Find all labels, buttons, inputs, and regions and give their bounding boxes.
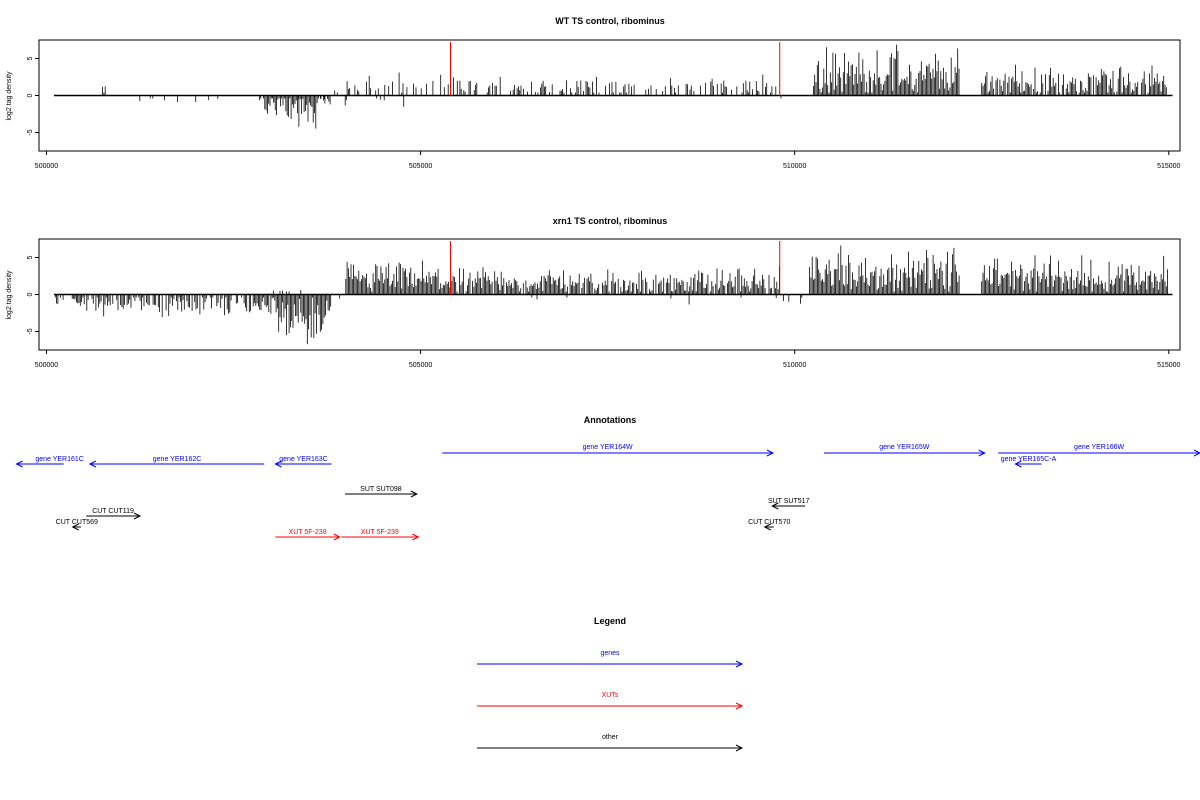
- arrow-head: [735, 744, 744, 752]
- y-tick-label: 0: [27, 292, 34, 296]
- x-tick-label: 510000: [783, 362, 806, 369]
- feature-label: gene YER163C: [279, 456, 328, 463]
- wt-red-markers: [450, 42, 781, 96]
- annotation-feature: gene YER162C: [88, 456, 265, 468]
- arrow-head: [978, 449, 986, 457]
- xrn1-red-markers: [450, 241, 781, 295]
- arrow-head: [763, 523, 771, 531]
- y-tick-label: 0: [27, 93, 34, 97]
- x-tick-label: 505000: [409, 362, 432, 369]
- annotation-feature: CUT CUT569: [56, 519, 98, 531]
- annotation-feature: SUT SUT098: [345, 486, 418, 498]
- xrn1-y-axis-label: log2 tag density: [6, 270, 13, 320]
- xrn1-track-title: xrn1 TS control, ribominus: [553, 216, 668, 226]
- annotations-panel: Annotations gene YER161C gene YER162C gene…: [15, 415, 1200, 541]
- feature-label: gene YER162C: [153, 456, 202, 463]
- annotation-feature: gene YER165C-A: [1001, 456, 1057, 468]
- annotation-feature: CUT CUT119: [86, 508, 142, 520]
- annotations-title: Annotations: [584, 415, 637, 425]
- feature-label: gene YER165C-A: [1001, 456, 1057, 463]
- arrow-head: [410, 490, 418, 498]
- annotation-features: gene YER161C gene YER162C gene YER163C gene…: [15, 444, 1200, 541]
- annotation-feature: CUT CUT570: [748, 519, 790, 531]
- feature-label: SUT SUT098: [360, 486, 402, 493]
- annotation-feature: SUT SUT517: [768, 498, 810, 510]
- feature-label: SUT SUT517: [768, 498, 810, 505]
- arrow-head: [1193, 449, 1200, 457]
- legend-item-other: other: [477, 734, 744, 752]
- arrow-head: [333, 533, 341, 541]
- annotation-feature: gene YER163C: [274, 456, 332, 468]
- feature-label: gene YER166W: [1074, 444, 1124, 451]
- annotation-feature: gene YER166W: [998, 444, 1200, 457]
- feature-label: gene YER165W: [879, 444, 929, 451]
- annotation-feature: XUT 5F-239: [341, 529, 420, 541]
- xrn1-y-axis: -5 0 5: [27, 255, 39, 335]
- xrn1-x-axis: 500000 505000 510000 515000: [35, 350, 1181, 369]
- arrow-head: [133, 512, 142, 520]
- legend-label: genes: [600, 650, 620, 657]
- wt-y-axis: -5 0 5: [27, 56, 39, 136]
- x-tick-label: 500000: [35, 163, 58, 170]
- x-tick-label: 515000: [1157, 362, 1180, 369]
- feature-label: gene YER161C: [35, 456, 84, 463]
- legend-label: other: [602, 734, 619, 741]
- feature-label: XUT 5F-239: [361, 529, 399, 536]
- y-tick-label: 5: [27, 56, 34, 60]
- legend-panel: Legend genes XUTs other: [477, 616, 744, 752]
- wt-x-axis: 500000 505000 510000 515000: [35, 151, 1181, 170]
- arrow-head: [15, 460, 23, 468]
- x-tick-label: 510000: [783, 163, 806, 170]
- legend-item-gene: genes: [477, 650, 744, 668]
- wt-track-panel: WT TS control, ribominus log2 tag densit…: [6, 16, 1181, 170]
- feature-label: CUT CUT119: [92, 508, 134, 515]
- feature-label: CUT CUT569: [56, 519, 98, 526]
- legend-label: XUTs: [602, 692, 619, 699]
- wt-track-title: WT TS control, ribominus: [555, 16, 665, 26]
- arrow-head: [71, 523, 79, 531]
- wt-density-bars: [102, 44, 1167, 129]
- arrow-head: [274, 460, 282, 468]
- feature-label: gene YER164W: [583, 444, 633, 451]
- arrow-head: [1014, 460, 1022, 468]
- annotation-feature: gene YER164W: [442, 444, 775, 457]
- x-tick-label: 500000: [35, 362, 58, 369]
- y-tick-label: -5: [27, 129, 34, 135]
- annotation-feature: XUT 5F-238: [275, 529, 341, 541]
- arrow-head: [771, 502, 779, 510]
- legend-title: Legend: [594, 616, 626, 626]
- y-tick-label: -5: [27, 328, 34, 334]
- arrow-head: [766, 449, 775, 457]
- legend-items: genes XUTs other: [477, 650, 744, 752]
- arrow-head: [88, 460, 97, 468]
- wt-y-axis-label: log2 tag density: [6, 71, 13, 121]
- annotation-feature: gene YER161C: [15, 456, 84, 468]
- x-tick-label: 505000: [409, 163, 432, 170]
- y-tick-label: 5: [27, 255, 34, 259]
- x-tick-label: 515000: [1157, 163, 1180, 170]
- arrow-head: [735, 660, 744, 668]
- xrn1-track-panel: xrn1 TS control, ribominus log2 tag dens…: [6, 216, 1181, 369]
- annotation-feature: gene YER165W: [823, 444, 986, 457]
- legend-item-xut: XUTs: [477, 692, 744, 710]
- arrow-head: [412, 533, 420, 541]
- feature-label: XUT 5F-238: [289, 529, 327, 536]
- feature-label: CUT CUT570: [748, 519, 790, 526]
- arrow-head: [735, 702, 744, 710]
